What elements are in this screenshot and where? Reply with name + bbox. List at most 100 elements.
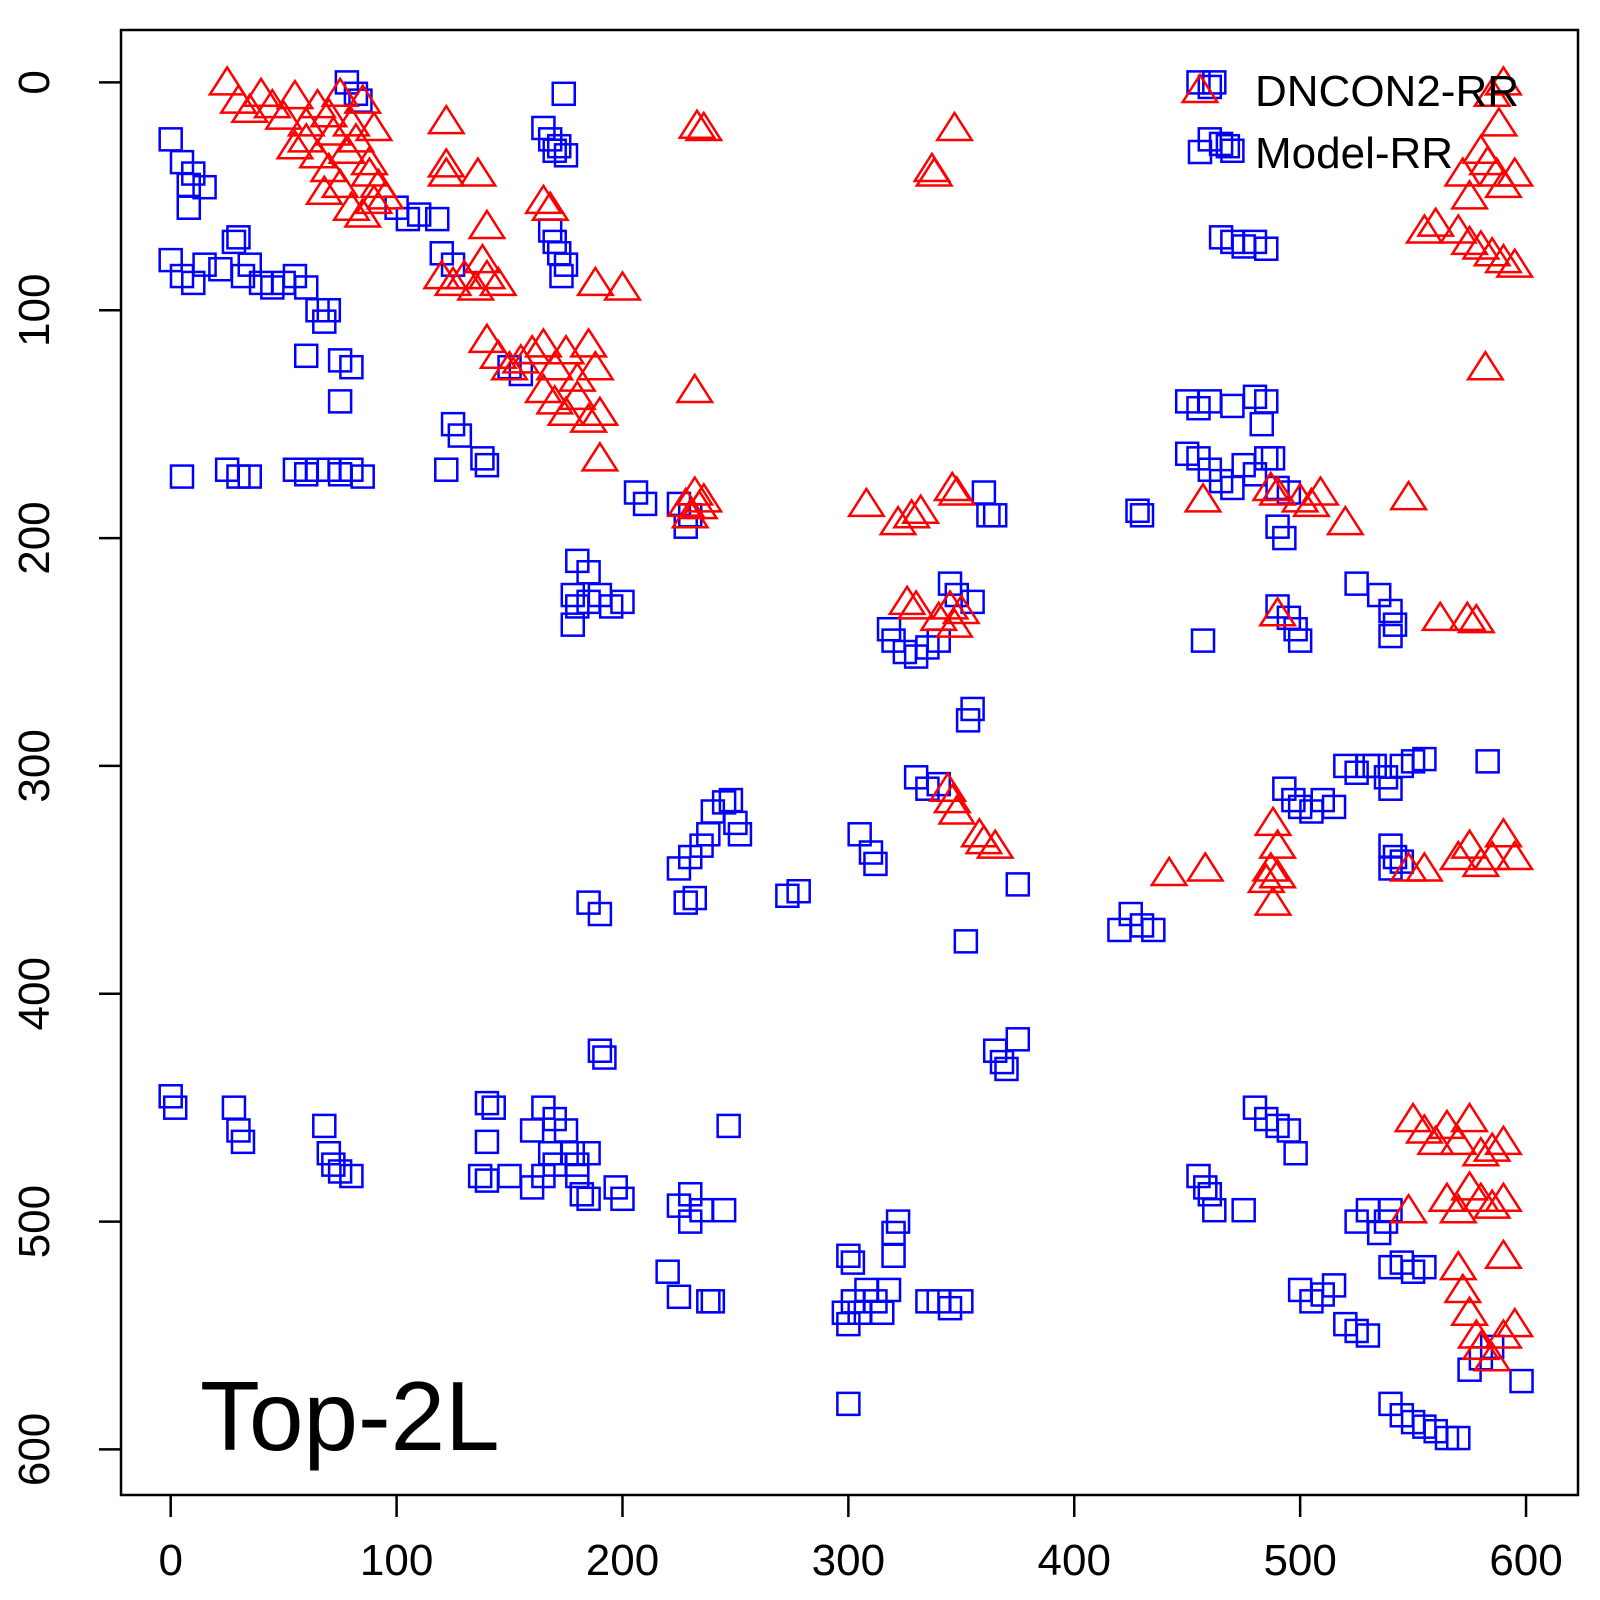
data-point (684, 110, 724, 142)
data-point (1389, 1192, 1429, 1224)
data-point (1472, 1131, 1512, 1162)
data-point (1465, 349, 1505, 381)
data-point (1129, 503, 1155, 528)
data-point (675, 475, 715, 506)
data-point (1447, 600, 1487, 632)
plot-annotation: Top-2L (200, 1361, 500, 1471)
data-point (941, 593, 981, 625)
y-tick-label: 0 (10, 70, 59, 94)
data-point (863, 851, 888, 877)
data-point (1258, 857, 1298, 889)
data-point (1483, 167, 1523, 199)
data-point (481, 1095, 506, 1120)
x-tick-label: 0 (158, 1536, 182, 1585)
series-triangle-points (207, 65, 1535, 1372)
data-point (1321, 1273, 1347, 1298)
data-point (1291, 486, 1331, 518)
data-point (569, 1182, 595, 1207)
x-tick-label: 200 (586, 1536, 659, 1585)
data-point (610, 1186, 635, 1212)
data-point (1190, 628, 1216, 653)
data-point (320, 76, 360, 108)
data-point (932, 470, 972, 502)
data-point (470, 446, 495, 471)
data-point (339, 354, 364, 380)
y-tick-label: 500 (10, 1185, 59, 1258)
data-point (602, 270, 643, 301)
data-point (1456, 1318, 1496, 1349)
data-point (535, 349, 575, 381)
data-point (226, 225, 251, 250)
data-point (316, 297, 342, 323)
data-point (1260, 446, 1286, 471)
data-point (1215, 133, 1241, 159)
data-point (350, 464, 375, 489)
data-point (557, 361, 597, 392)
data-point (1495, 247, 1535, 278)
data-point (1258, 475, 1298, 506)
data-point (458, 156, 498, 187)
data-point (632, 491, 658, 517)
data-point (1446, 1425, 1471, 1451)
points-layer (158, 65, 1535, 1451)
data-point (1258, 595, 1298, 627)
data-point (230, 1129, 256, 1155)
data-point (1495, 1306, 1535, 1338)
data-point (716, 1113, 741, 1139)
data-point (1461, 229, 1501, 260)
data-point (237, 464, 263, 489)
data-point (836, 1243, 861, 1269)
data-point (530, 190, 570, 221)
data-point (339, 1163, 364, 1189)
data-point (349, 144, 390, 176)
legend-entry: DNCON2-RR (1180, 67, 1519, 116)
x-tick-label: 100 (360, 1536, 433, 1585)
data-point (989, 1049, 1015, 1075)
y-tick-label: 300 (10, 729, 59, 802)
data-point (1483, 816, 1523, 848)
data-point (1300, 475, 1341, 506)
data-point (1005, 1027, 1031, 1052)
data-point (426, 103, 466, 135)
data-point (456, 270, 496, 301)
data-point (953, 929, 979, 954)
data-point (1220, 138, 1245, 164)
data-point (836, 1391, 861, 1417)
data-point (677, 108, 717, 139)
data-point (786, 878, 811, 904)
data-point (696, 1289, 721, 1314)
data-point (467, 258, 507, 290)
data-point (1272, 525, 1297, 551)
data-point (1141, 917, 1166, 943)
data-point (580, 395, 620, 427)
data-point (406, 202, 432, 227)
data-point (878, 504, 918, 536)
data-point (354, 110, 394, 142)
data-point (560, 612, 586, 637)
data-point (553, 143, 579, 168)
data-point (937, 794, 977, 825)
data-point (1355, 1323, 1381, 1348)
data-point (1416, 206, 1456, 237)
data-point (1472, 1188, 1512, 1219)
data-point (1389, 479, 1429, 511)
data-point (679, 488, 719, 520)
data-point (1412, 746, 1437, 772)
data-point (523, 183, 563, 215)
data-point (575, 349, 615, 381)
data-point (275, 128, 315, 160)
data-point (949, 1289, 974, 1314)
data-point (576, 1186, 601, 1212)
data-point (192, 174, 217, 200)
data-point (673, 890, 698, 915)
data-point (1495, 156, 1535, 187)
data-point (727, 822, 753, 847)
data-point (975, 828, 1015, 859)
series-square-points (158, 70, 1534, 1451)
data-point (467, 208, 507, 240)
legend-label: Model-RR (1255, 129, 1453, 178)
data-point (955, 708, 981, 733)
data-point (901, 493, 941, 524)
data-point (1443, 156, 1483, 187)
